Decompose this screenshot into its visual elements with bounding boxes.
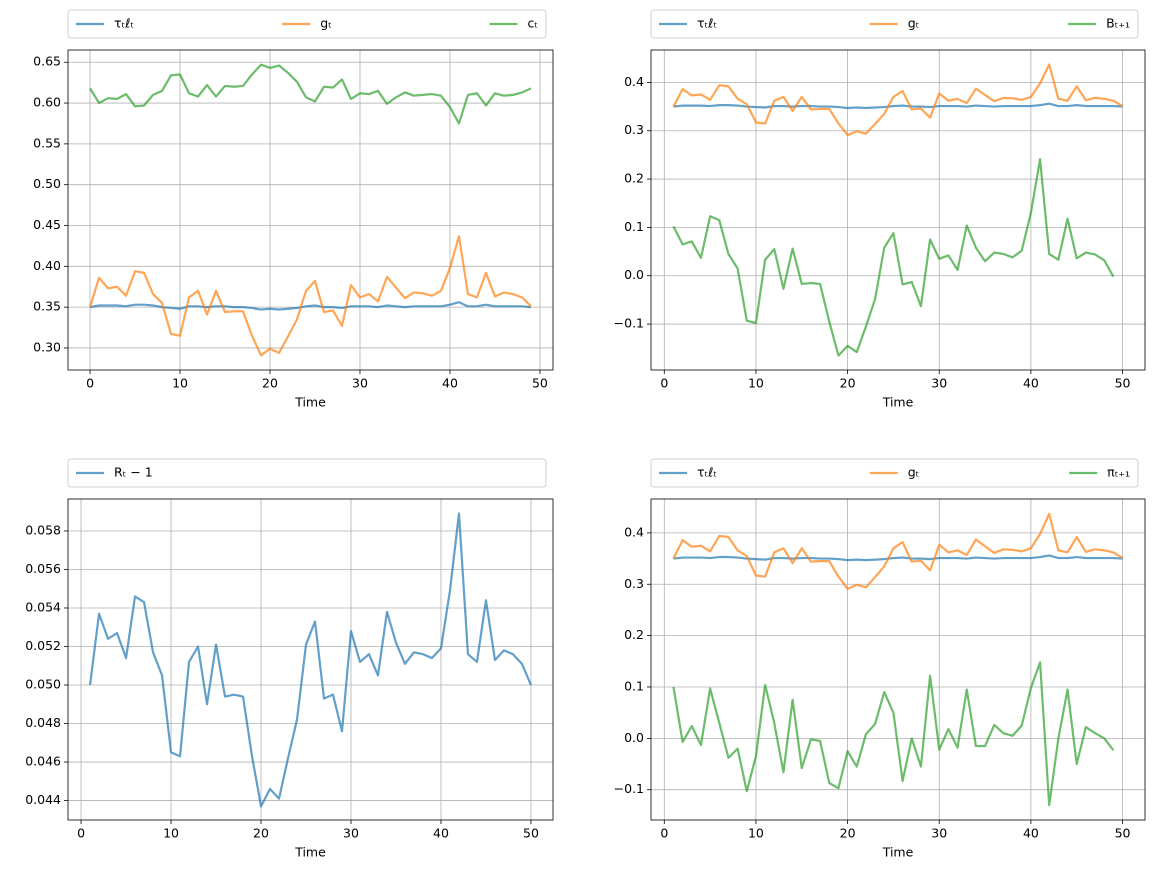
y-tick-label: 0.65 [33,54,61,69]
x-axis-label: Time [882,845,914,860]
legend-label: cₜ [527,16,538,31]
series-line [88,235,532,357]
y-tick-label: 0.0 [624,267,644,282]
y-tick-label: 0.050 [25,677,61,692]
y-tick-label: 0.4 [624,74,644,89]
series-line [672,63,1124,137]
x-tick-label: 20 [262,376,278,391]
series-line [89,63,532,125]
legend-label: gₜ [908,465,920,480]
x-tick-label: 20 [840,826,856,841]
y-tick-label: 0.046 [25,754,61,769]
y-tick-label: 0.4 [624,524,644,539]
plot-area [68,499,553,820]
x-tick-label: 20 [840,376,856,391]
x-tick-label: 0 [660,376,668,391]
x-axis-label: Time [294,845,326,860]
y-tick-label: 0.2 [624,627,644,642]
x-tick-label: 40 [1023,376,1039,391]
series-line [672,661,1115,807]
legend-label: Bₜ₊₁ [1106,16,1130,31]
axes-frame [650,49,1146,371]
y-tick-label: 0.044 [25,792,61,807]
y-tick-label: 0.60 [33,95,61,110]
x-tick-label: 30 [931,376,947,391]
x-tick-label: 50 [1115,826,1131,841]
y-tick-label: 0.30 [33,339,61,354]
x-tick-label: 50 [532,376,548,391]
y-tick-label: 0.1 [624,678,644,693]
series-line [88,512,532,808]
x-tick-label: 20 [253,826,269,841]
x-tick-label: 40 [1023,826,1039,841]
x-tick-label: 30 [352,376,368,391]
y-tick-label: 0.1 [624,219,644,234]
x-axis-label: Time [882,395,914,410]
x-tick-label: 10 [748,376,764,391]
y-tick-label: 0.058 [25,522,61,537]
x-tick-label: 10 [163,826,179,841]
x-tick-label: 30 [931,826,947,841]
y-tick-label: 0.40 [33,258,61,273]
y-tick-label: 0.55 [33,135,61,150]
x-tick-label: 10 [172,376,188,391]
legend-label: gₜ [908,16,920,31]
legend-label: τₜℓₜ [697,465,717,480]
series-line [672,512,1124,590]
legend-label: πₜ₊₁ [1107,465,1130,480]
y-tick-label: 0.35 [33,299,61,314]
y-tick-label: 0.056 [25,561,61,576]
y-tick-label: 0.45 [33,217,61,232]
y-tick-label: 0.054 [25,599,61,614]
series-line [672,158,1115,357]
x-tick-label: 40 [433,826,449,841]
axes-frame [67,498,554,821]
legend-label: gₜ [320,16,332,31]
y-tick-label: 0.3 [624,576,644,591]
legend-label: τₜℓₜ [114,16,134,31]
y-tick-label: −0.1 [614,316,644,331]
x-tick-label: 50 [523,826,539,841]
y-tick-label: 0.3 [624,122,644,137]
x-tick-label: 0 [77,826,85,841]
x-tick-label: 30 [343,826,359,841]
y-tick-label: 0.0 [624,730,644,745]
legend-label: Rₜ − 1 [114,465,153,480]
plot-area [651,50,1145,370]
y-tick-label: 0.50 [33,176,61,191]
x-tick-label: 50 [1115,376,1131,391]
plot-area [651,499,1145,820]
axes-frame [67,49,554,371]
legend-box [67,458,547,488]
y-tick-label: 0.052 [25,638,61,653]
y-tick-label: 0.2 [624,171,644,186]
axes-frame [650,498,1146,821]
y-tick-label: −0.1 [614,781,644,796]
x-axis-label: Time [294,395,326,410]
x-tick-label: 0 [86,376,94,391]
x-tick-label: 10 [748,826,764,841]
x-tick-label: 0 [660,826,668,841]
y-tick-label: 0.048 [25,715,61,730]
legend-label: τₜℓₜ [697,16,717,31]
x-tick-label: 40 [442,376,458,391]
